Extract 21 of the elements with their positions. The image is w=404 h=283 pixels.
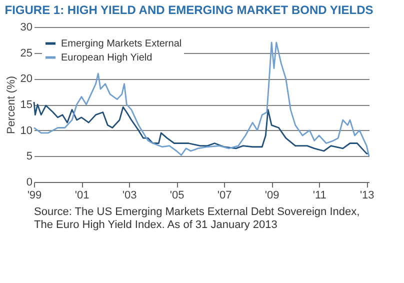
x-tick-label: '11 (312, 190, 326, 202)
y-tick-label: 25 (20, 47, 32, 60)
legend-label: European High Yield (61, 52, 152, 64)
x-tick-label: '05 (170, 190, 184, 202)
x-tick-label: '03 (122, 190, 137, 202)
y-tick-label: 10 (20, 124, 32, 137)
line-series (33, 101, 370, 154)
x-tick-label: '09 (264, 190, 280, 202)
x-tick-label: '07 (217, 190, 232, 202)
y-tick-label: 5 (26, 150, 32, 163)
chart-title: FIGURE 1: HIGH YIELD AND EMERGING MARKET BOND YIELDS (4, 3, 374, 17)
legend-label: Emerging Markets External (61, 38, 182, 50)
x-tick-label: '01 (74, 190, 90, 202)
y-tick-label: 30 (20, 22, 32, 34)
y-tick-label: 20 (20, 73, 32, 86)
x-tick-label: '13 (360, 190, 374, 202)
source-note: Source: The US Emerging Markets External Debt Sovereign Index, The Euro High Yield Index. As of 31 January 2013 (34, 206, 360, 231)
y-tick-label: 0 (26, 176, 32, 188)
x-tick-label: '99 (27, 190, 42, 202)
y-axis-title: Percent (%) (5, 76, 18, 134)
y-tick-label: 15 (20, 99, 32, 111)
